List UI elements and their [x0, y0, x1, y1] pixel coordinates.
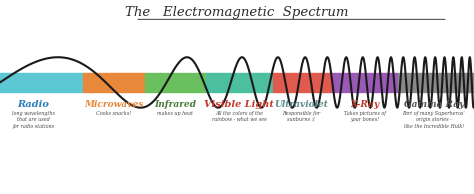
Bar — [398, 73, 474, 92]
Text: Radio: Radio — [17, 100, 49, 109]
Bar — [83, 73, 145, 92]
Bar — [0, 73, 83, 92]
Text: makes up heat: makes up heat — [157, 111, 193, 116]
Text: Part of many Superheros'
origin stories -
like the Incredible Hulk!: Part of many Superheros' origin stories … — [402, 111, 465, 129]
Bar — [206, 73, 273, 92]
Text: Responsible for
sunburns :(: Responsible for sunburns :( — [282, 111, 320, 122]
Text: Infrared: Infrared — [155, 100, 196, 109]
Text: Microwaves: Microwaves — [84, 100, 144, 109]
Text: All the colors of the
rainbow - what we see: All the colors of the rainbow - what we … — [212, 111, 267, 122]
Text: Gamma Ray: Gamma Ray — [403, 100, 464, 109]
Text: X-Ray: X-Ray — [350, 100, 380, 109]
Text: Cooks snacks!: Cooks snacks! — [96, 111, 131, 116]
Bar — [273, 73, 332, 92]
Text: Ultraviolet: Ultraviolet — [274, 100, 328, 109]
Bar — [145, 73, 206, 92]
Text: The   Electromagnetic  Spectrum: The Electromagnetic Spectrum — [125, 6, 349, 19]
Text: Visible Light: Visible Light — [204, 100, 274, 109]
Text: long wavelengths
that are used
for radio stations: long wavelengths that are used for radio… — [12, 111, 55, 129]
Text: Takes pictures of
your bones!: Takes pictures of your bones! — [344, 111, 386, 122]
Bar — [332, 73, 398, 92]
